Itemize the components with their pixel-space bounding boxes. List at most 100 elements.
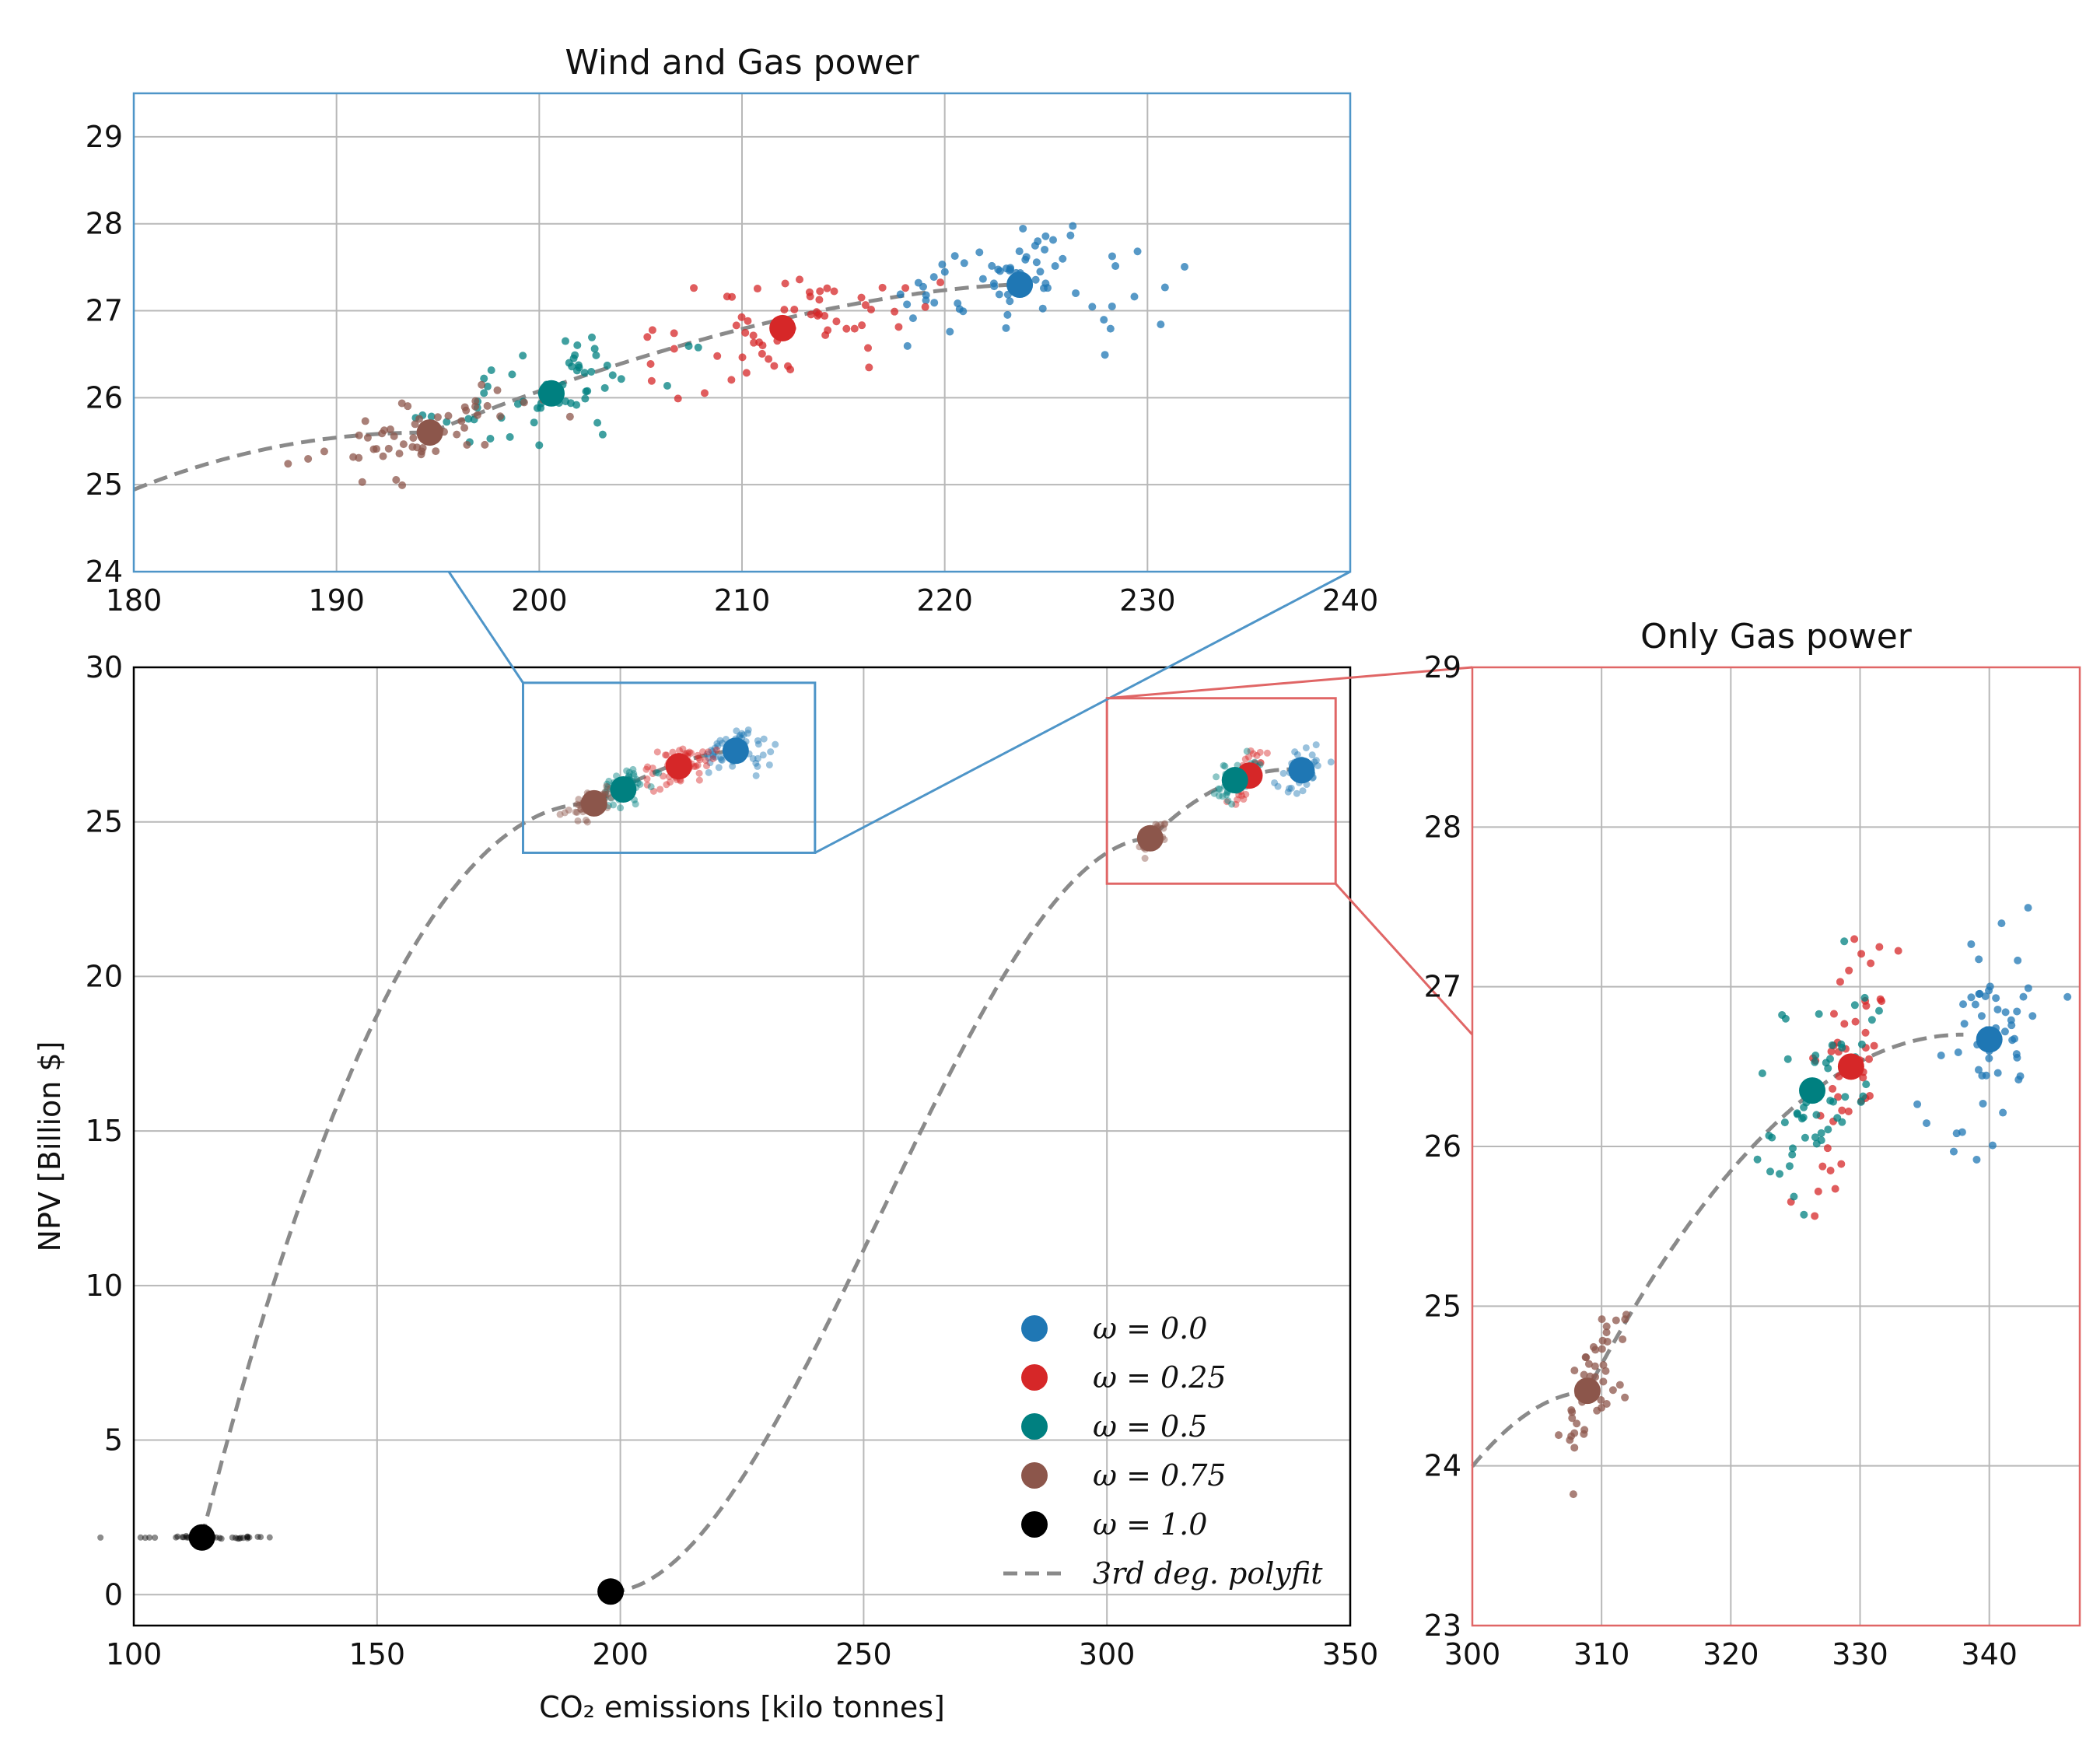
sample-point bbox=[2014, 1076, 2023, 1084]
sample-point bbox=[2000, 1027, 2009, 1036]
sample-point bbox=[655, 769, 663, 777]
sample-point bbox=[903, 341, 912, 350]
sample-point bbox=[940, 268, 949, 276]
sample-point bbox=[409, 434, 418, 443]
sample-point bbox=[727, 376, 736, 384]
sample-point bbox=[858, 321, 866, 330]
sample-point bbox=[709, 751, 717, 758]
sample-point bbox=[1036, 268, 1045, 276]
sample-point bbox=[636, 780, 644, 788]
sample-point bbox=[603, 782, 611, 790]
sample-point bbox=[565, 412, 574, 421]
sample-point bbox=[413, 443, 422, 452]
mean-point bbox=[665, 753, 692, 780]
connector-line bbox=[814, 570, 1351, 854]
sample-point bbox=[712, 746, 720, 754]
sample-point bbox=[696, 756, 704, 764]
sample-point bbox=[772, 740, 779, 748]
sample-point bbox=[705, 768, 712, 776]
sample-point bbox=[646, 359, 655, 368]
sample-point bbox=[694, 343, 702, 352]
sample-point bbox=[643, 333, 652, 341]
sample-point bbox=[688, 749, 695, 757]
sample-point bbox=[1758, 1069, 1766, 1077]
sample-point bbox=[938, 261, 947, 269]
sample-point bbox=[990, 282, 999, 291]
sample-point bbox=[643, 781, 651, 789]
x-tick-label: 330 bbox=[1832, 1637, 1888, 1671]
sample-point bbox=[1824, 1064, 1832, 1073]
sample-point bbox=[1041, 279, 1050, 288]
y-tick-label: 27 bbox=[1424, 970, 1461, 1004]
sample-point bbox=[588, 333, 597, 341]
sample-point bbox=[513, 400, 522, 408]
sample-point bbox=[2024, 984, 2032, 992]
sample-point bbox=[1088, 303, 1097, 311]
sample-point bbox=[705, 754, 712, 761]
main-frame bbox=[132, 666, 1352, 1627]
sample-point bbox=[486, 435, 495, 443]
sample-point bbox=[304, 454, 313, 463]
sample-point bbox=[1314, 762, 1321, 770]
sample-point bbox=[1988, 1141, 1997, 1150]
sample-point bbox=[361, 417, 369, 425]
sample-point bbox=[142, 1535, 149, 1542]
y-tick-label: 25 bbox=[1424, 1289, 1461, 1323]
sample-point bbox=[582, 387, 590, 396]
sample-point bbox=[1612, 1316, 1620, 1325]
y-tick-label: 10 bbox=[86, 1269, 123, 1303]
sample-point bbox=[379, 452, 387, 460]
sample-point bbox=[583, 818, 591, 826]
sample-point bbox=[1048, 236, 1057, 244]
sample-point bbox=[653, 768, 660, 776]
sample-point bbox=[744, 726, 752, 733]
sample-point bbox=[662, 751, 670, 759]
sample-point bbox=[1210, 789, 1218, 797]
sample-point bbox=[649, 787, 657, 795]
sample-point bbox=[1960, 1020, 1969, 1028]
sample-point bbox=[593, 418, 602, 427]
mean-point bbox=[1799, 1077, 1826, 1104]
sample-point bbox=[1870, 1041, 1878, 1050]
sample-point bbox=[1836, 978, 1844, 986]
sample-point bbox=[1602, 1328, 1611, 1337]
legend: ω = 0.0 ω = 0.25 ω = 0.5 ω = 0.75 ω = 1.0 3rd… bbox=[1003, 1311, 1323, 1591]
sample-point bbox=[1100, 316, 1108, 324]
sample-point bbox=[864, 344, 873, 352]
sample-point bbox=[1788, 1150, 1797, 1159]
sample-point bbox=[929, 273, 938, 282]
sample-point bbox=[1952, 1129, 1961, 1138]
mean-point bbox=[769, 314, 796, 341]
sample-point bbox=[903, 300, 912, 309]
x-tick-label: 300 bbox=[1079, 1637, 1136, 1671]
sample-point bbox=[754, 737, 761, 744]
legend-marker bbox=[1021, 1462, 1048, 1489]
sample-point bbox=[1157, 320, 1165, 329]
sample-point bbox=[1312, 741, 1320, 749]
sample-point bbox=[647, 376, 656, 385]
sample-point bbox=[575, 363, 583, 372]
sample-point bbox=[1234, 796, 1241, 803]
inset-gas-only-scatter bbox=[1554, 904, 2072, 1499]
sample-point bbox=[1834, 1093, 1843, 1101]
sample-point bbox=[1840, 937, 1849, 946]
sample-point bbox=[630, 770, 638, 778]
sample-point bbox=[1867, 1016, 1876, 1024]
sample-point bbox=[1753, 1155, 1762, 1164]
sample-point bbox=[695, 776, 703, 784]
y-tick-label: 29 bbox=[86, 120, 123, 154]
sample-point bbox=[460, 403, 469, 411]
polyfit-line bbox=[1471, 1032, 1964, 1468]
sample-point bbox=[464, 415, 473, 423]
y-tick-label: 23 bbox=[1424, 1608, 1461, 1643]
sample-point bbox=[592, 351, 600, 359]
sample-point bbox=[349, 453, 358, 461]
sample-point bbox=[483, 382, 492, 390]
sample-point bbox=[754, 762, 761, 770]
sample-point bbox=[1828, 1041, 1836, 1049]
sample-point bbox=[1215, 785, 1223, 793]
sample-point bbox=[717, 755, 725, 763]
sample-point bbox=[1215, 792, 1223, 800]
sample-point bbox=[146, 1534, 153, 1541]
y-tick-label: 27 bbox=[86, 294, 123, 328]
